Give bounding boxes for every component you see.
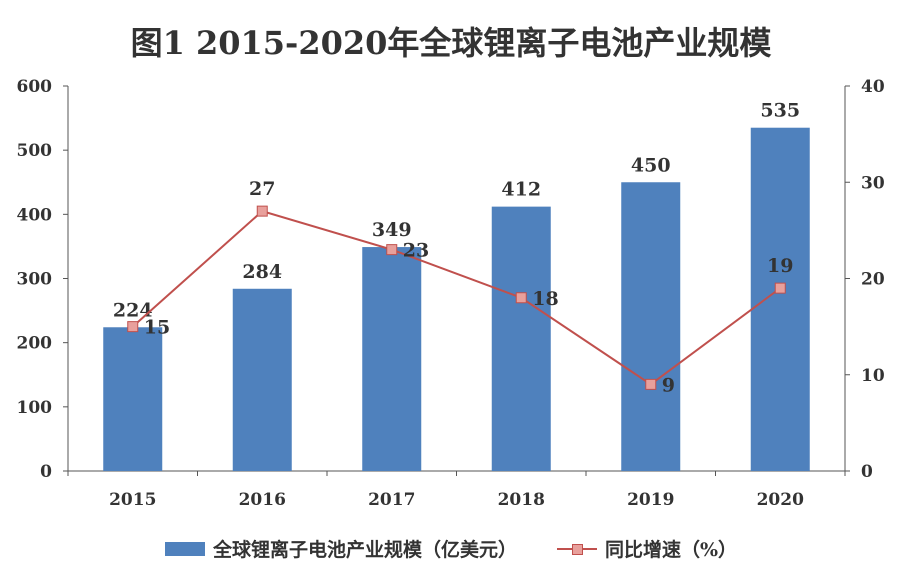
- bar-data-label: 412: [501, 179, 541, 201]
- chart-legend: 全球锂离子电池产业规模（亿美元） 同比增速（%）: [0, 535, 902, 562]
- x-tick-label: 2020: [757, 490, 804, 510]
- line-data-label: 15: [144, 317, 170, 339]
- bar-data-label: 535: [760, 100, 800, 122]
- x-tick-label: 2015: [109, 490, 156, 510]
- line-marker: [386, 244, 398, 256]
- legend-item-bar: 全球锂离子电池产业规模（亿美元）: [164, 535, 517, 562]
- chart-title: 图1 2015-2020年全球锂离子电池产业规模: [130, 24, 772, 62]
- bar: [491, 206, 551, 471]
- line-marker: [515, 292, 527, 304]
- legend-item-line: 同比增速（%）: [556, 535, 738, 562]
- y-right-tick-label: 30: [861, 173, 885, 193]
- line-marker: [645, 378, 657, 390]
- bar-data-label: 284: [242, 261, 282, 283]
- line-data-label: 9: [662, 374, 675, 396]
- x-tick-label: 2017: [368, 490, 415, 510]
- line-data-label: 23: [403, 240, 429, 262]
- legend-label-line: 同比增速（%）: [604, 539, 738, 561]
- y-right-tick-label: 40: [861, 77, 885, 97]
- y-right-tick-label: 10: [861, 366, 885, 386]
- y-left-tick-label: 400: [17, 205, 53, 225]
- legend-swatch-line: [556, 542, 597, 556]
- bar: [750, 127, 810, 471]
- legend-swatch-bar: [164, 541, 205, 556]
- x-tick-label: 2016: [239, 490, 286, 510]
- line-data-label: 27: [249, 178, 275, 200]
- line-data-label: 18: [532, 288, 558, 310]
- y-left-tick-label: 300: [17, 270, 53, 290]
- line-marker: [256, 205, 268, 217]
- y-right-tick-label: 0: [861, 462, 873, 482]
- x-tick-label: 2019: [627, 490, 674, 510]
- y-right-tick-label: 20: [861, 270, 885, 290]
- bar-data-label: 349: [372, 219, 412, 241]
- bar: [103, 327, 163, 471]
- line-marker: [127, 321, 139, 333]
- y-left-tick-label: 0: [40, 462, 52, 482]
- y-left-tick-label: 500: [17, 141, 53, 161]
- bar: [232, 288, 292, 471]
- x-tick-label: 2018: [498, 490, 545, 510]
- bar-data-label: 224: [113, 299, 153, 321]
- bar: [621, 182, 681, 471]
- bar: [362, 247, 422, 471]
- line-data-label: 19: [767, 255, 793, 277]
- bar-data-label: 450: [631, 154, 671, 176]
- y-left-tick-label: 100: [17, 398, 53, 418]
- growth-line: [132, 210, 781, 386]
- legend-label-bar: 全球锂离子电池产业规模（亿美元）: [212, 539, 517, 561]
- y-left-tick-label: 600: [17, 77, 53, 97]
- line-marker: [774, 282, 786, 294]
- y-left-tick-label: 200: [17, 334, 53, 354]
